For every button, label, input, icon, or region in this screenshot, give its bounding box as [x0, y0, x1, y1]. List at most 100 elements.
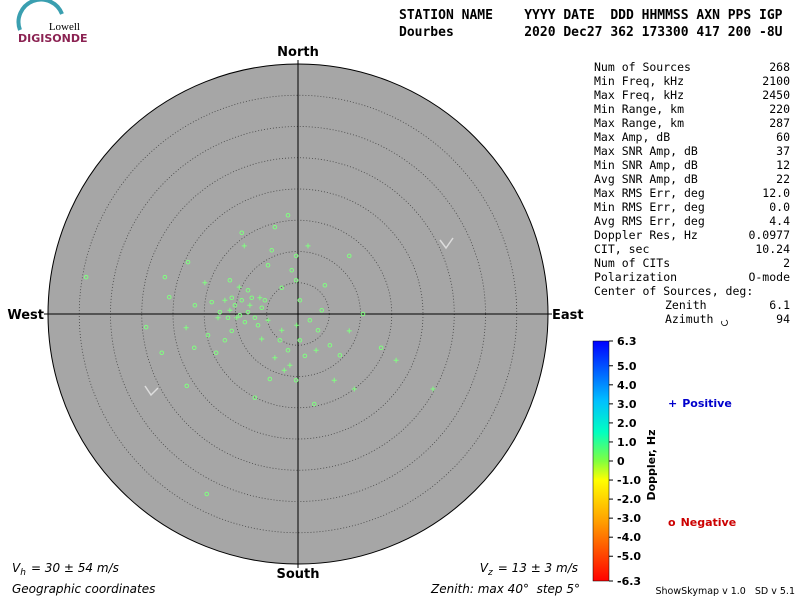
source-point: [162, 274, 168, 280]
source-point: [285, 347, 291, 353]
source-point: [269, 247, 275, 253]
source-point: [83, 274, 89, 280]
stat-label: Polarization: [594, 270, 677, 284]
source-point: [279, 327, 285, 333]
stat-label: Min Freq, kHz: [594, 74, 684, 88]
source-point: [346, 328, 352, 334]
source-point: [277, 337, 283, 343]
source-point: [252, 315, 258, 321]
source-point: [204, 491, 210, 497]
symbol: V: [12, 561, 21, 575]
source-point: [259, 336, 265, 342]
source-point: [279, 285, 285, 291]
source-point: [249, 295, 255, 301]
direction-label: North: [277, 45, 319, 60]
source-point: [159, 350, 165, 356]
source-point: [225, 315, 231, 321]
stat-label: Max RMS Err, deg: [594, 186, 705, 200]
header-line: STATION NAME YYYY DATE DDD HHMMSS AXN PP…: [399, 8, 783, 23]
stat-value: 12.0: [762, 186, 790, 200]
source-point: [293, 277, 299, 283]
colorbar-tick-label: -2.0: [617, 493, 641, 506]
value: = 13 ± 3 m/s: [498, 561, 578, 575]
legend-marker: o: [668, 516, 676, 529]
source-point: [227, 277, 233, 283]
source-point: [245, 287, 251, 293]
stat-value: 287: [769, 116, 790, 130]
source-point: [239, 297, 245, 303]
coords-text: Geographic coordinates: [12, 582, 155, 596]
source-point: [285, 212, 291, 218]
stat-value: 0.0977: [748, 228, 790, 242]
source-point: [234, 315, 240, 321]
source-point: [327, 342, 333, 348]
source-point: [205, 332, 211, 338]
source-point: [222, 297, 228, 303]
direction-label: East: [552, 308, 584, 323]
source-point: [183, 325, 189, 331]
value: = 30 ± 54 m/s: [31, 561, 119, 575]
arc-mark: [144, 385, 159, 397]
colorbar-tick-label: 6.3: [617, 335, 637, 348]
stat-label: Num of Sources: [594, 60, 691, 74]
stats-panel: Num of Sources 268 Min Freq, kHz 2100 Max Fr…: [594, 60, 790, 326]
source-point: [229, 328, 235, 334]
colorbar: [592, 340, 610, 582]
colorbar-tick-label: -6.3: [617, 575, 641, 588]
source-point: [393, 357, 399, 363]
stat-label: Max Amp, dB: [594, 130, 670, 144]
stat-label: Max SNR Amp, dB: [594, 144, 698, 158]
stat-value: 60: [776, 130, 790, 144]
source-point: [265, 262, 271, 268]
legend-label: Negative: [681, 516, 737, 529]
source-point: [305, 243, 311, 249]
source-point: [360, 311, 366, 317]
source-point: [294, 322, 300, 328]
source-point: [213, 350, 219, 356]
vz-text: Vz = 13 ± 3 m/s: [480, 561, 578, 578]
source-point: [209, 299, 215, 305]
stat-value: O-mode: [748, 270, 790, 284]
colorbar-tick-label: -1.0: [617, 474, 641, 487]
colorbar-tick-label: 0: [617, 455, 625, 468]
source-point: [257, 295, 263, 301]
source-point: [351, 386, 357, 392]
source-point: [259, 305, 265, 311]
sky-plot: North South West East: [7, 45, 583, 582]
legend-marker: +: [668, 397, 677, 410]
colorbar-label: Doppler, Hz: [645, 429, 658, 500]
vh-text: Vh = 30 ± 54 m/s: [12, 561, 119, 578]
symbol: V: [480, 561, 489, 575]
source-point: [227, 307, 233, 313]
zenith-text: Zenith: max 40° step 5°: [430, 582, 580, 596]
colorbar-tick-label: -3.0: [617, 512, 641, 525]
colorbar-tick-label: 1.0: [617, 436, 637, 449]
logo-top: Lowell: [49, 21, 80, 33]
source-point: [229, 295, 235, 301]
source-point: [262, 297, 268, 303]
legend-entry: + Positive: [668, 397, 732, 410]
stat-value: 2100: [762, 74, 790, 88]
source-point: [267, 376, 273, 382]
colorbar-tick-label: -4.0: [617, 531, 641, 544]
stat-value: 37: [776, 144, 790, 158]
source-point: [217, 309, 223, 315]
source-point: [430, 386, 436, 392]
stat-label: Num of CITs: [594, 256, 670, 270]
colorbar-tick-label: 5.0: [617, 360, 637, 373]
stat-value: 2: [783, 256, 790, 270]
legend-label: Positive: [682, 397, 732, 410]
stat-value: 10.24: [755, 242, 790, 256]
stat-label: Min SNR Amp, dB: [594, 158, 698, 172]
source-point: [237, 312, 243, 318]
stat-label: Max Freq, kHz: [594, 88, 684, 102]
stat-label: Doppler Res, Hz: [594, 228, 698, 242]
source-point: [192, 302, 198, 308]
source-point: [166, 294, 172, 300]
source-point: [255, 322, 261, 328]
source-point: [191, 345, 197, 351]
source-point: [315, 327, 321, 333]
stat-value: 4.4: [769, 214, 790, 228]
source-point: [215, 315, 221, 321]
